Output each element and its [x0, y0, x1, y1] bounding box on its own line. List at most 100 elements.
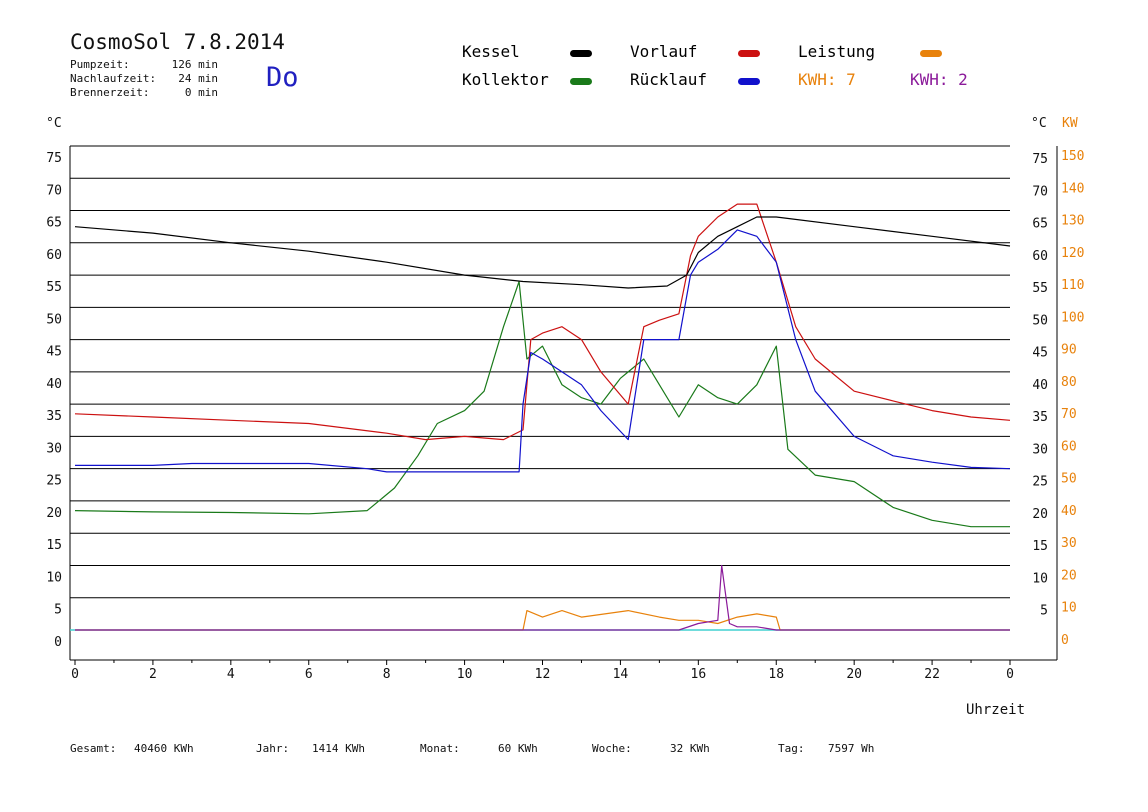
legend: Kessel Kollektor Vorlauf Rücklauf Leistu…: [0, 0, 1148, 100]
kw-tick-label: 30: [1061, 536, 1077, 551]
stat-value: 0 min: [184, 86, 218, 99]
x-tick-label: 20: [846, 667, 862, 682]
y-tick-label-left: 25: [46, 474, 62, 489]
kw-tick-label: 0: [1061, 633, 1069, 648]
kw-tick-label: 150: [1061, 149, 1084, 164]
kw-tick-label: 80: [1061, 375, 1077, 390]
legend-kwh-b: KWH: 2: [910, 70, 968, 89]
y-tick-label-left: 15: [46, 538, 62, 553]
stat-row: Nachlaufzeit: 24 min: [70, 72, 218, 86]
y-tick-label-right: 75: [1032, 152, 1048, 167]
y-tick-label-right: 10: [1032, 571, 1048, 586]
footer-value: 40460 KWh: [134, 742, 194, 755]
stat-value: 24 min: [178, 72, 218, 85]
y-tick-label-right: 20: [1032, 507, 1048, 522]
legend-kollektor-swatch: [570, 78, 592, 85]
footer-label: Gesamt:: [70, 742, 117, 755]
footer-value: 60 KWh: [498, 742, 538, 755]
y-tick-label-right: 30: [1032, 442, 1048, 457]
y-tick-label-left: 70: [46, 183, 62, 198]
y-tick-label-right: 65: [1032, 217, 1048, 232]
legend-kwh-a: KWH: 7: [798, 70, 856, 89]
stat-label: Nachlaufzeit:: [70, 72, 157, 85]
x-tick-label: 8: [383, 667, 391, 682]
kw-unit-right: KW: [1062, 116, 1078, 131]
x-tick-label: 0: [71, 667, 79, 682]
footer: Gesamt: 40460 KWh Jahr: 1414 KWh Monat: …: [0, 742, 1148, 760]
y-unit-left: °C: [46, 116, 62, 131]
y-tick-label-left: 5: [54, 603, 62, 618]
x-tick-label: 10: [457, 667, 473, 682]
y-tick-label-left: 20: [46, 506, 62, 521]
legend-leistung-swatch: [920, 50, 942, 57]
kw-tick-label: 40: [1061, 504, 1077, 519]
y-tick-label-left: 35: [46, 409, 62, 424]
legend-ruecklauf: Rücklauf: [630, 70, 708, 89]
x-tick-label: 12: [535, 667, 551, 682]
kw-tick-label: 120: [1061, 246, 1084, 261]
kw-tick-label: 60: [1061, 439, 1077, 454]
stat-value: 126 min: [171, 58, 218, 71]
stats-block: Pumpzeit: 126 min Nachlaufzeit: 24 min B…: [70, 58, 218, 100]
y-tick-label-left: 45: [46, 345, 62, 360]
series-line-vorlauf: [74, 203, 1011, 441]
stat-row: Pumpzeit: 126 min: [70, 58, 218, 72]
kw-tick-label: 10: [1061, 601, 1077, 616]
x-tick-label: 18: [768, 667, 784, 682]
y-tick-label-left: 0: [54, 635, 62, 650]
stat-label: Pumpzeit:: [70, 58, 130, 71]
y-tick-label-right: 60: [1032, 249, 1048, 264]
y-tick-label-left: 10: [46, 570, 62, 585]
y-unit-right: °C: [1031, 116, 1047, 131]
kw-tick-label: 20: [1061, 568, 1077, 583]
legend-vorlauf: Vorlauf: [630, 42, 698, 61]
footer-value: 32 KWh: [670, 742, 710, 755]
y-tick-label-left: 65: [46, 216, 62, 231]
kw-tick-label: 130: [1061, 214, 1084, 229]
stat-row: Brennerzeit: 0 min: [70, 86, 218, 100]
footer-label: Tag:: [778, 742, 805, 755]
y-tick-label-right: 70: [1032, 184, 1048, 199]
series-line-leistung: [75, 609, 1010, 631]
x-tick-label: 0: [1006, 667, 1014, 682]
footer-label: Jahr:: [256, 742, 290, 755]
legend-kessel: Kessel: [462, 42, 520, 61]
x-tick-label: 4: [227, 667, 235, 682]
y-tick-label-right: 55: [1032, 281, 1048, 296]
day-label: Do: [266, 62, 299, 93]
footer-label: Woche:: [592, 742, 632, 755]
kw-tick-label: 110: [1061, 278, 1084, 293]
kw-tick-label: 100: [1061, 310, 1084, 325]
y-tick-label-right: 5: [1040, 604, 1048, 619]
y-tick-label-left: 50: [46, 312, 62, 327]
y-tick-label-right: 25: [1032, 475, 1048, 490]
stat-label: Brennerzeit:: [70, 86, 150, 99]
x-tick-label: 6: [305, 667, 313, 682]
series-line-kessel: [74, 216, 1011, 289]
legend-vorlauf-swatch: [738, 50, 760, 57]
x-tick-label: 16: [691, 667, 707, 682]
legend-kessel-swatch: [570, 50, 592, 57]
x-tick-label: 14: [613, 667, 629, 682]
footer-label: Monat:: [420, 742, 460, 755]
kw-tick-label: 70: [1061, 407, 1077, 422]
series-line-r-cklauf: [75, 229, 1011, 473]
y-tick-label-left: 60: [46, 248, 62, 263]
y-tick-label-right: 40: [1032, 378, 1048, 393]
kw-tick-label: 140: [1061, 181, 1084, 196]
kw-tick-label: 90: [1061, 343, 1077, 358]
y-tick-label-left: 55: [46, 280, 62, 295]
y-tick-label-right: 35: [1032, 410, 1048, 425]
y-tick-label-right: 45: [1032, 346, 1048, 361]
chart-title: CosmoSol 7.8.2014: [70, 30, 285, 54]
x-tick-label: 2: [149, 667, 157, 682]
legend-leistung: Leistung: [798, 42, 876, 61]
series-line-kwh-2: [75, 564, 1010, 631]
legend-kollektor: Kollektor: [462, 70, 549, 89]
legend-ruecklauf-swatch: [738, 78, 760, 85]
y-tick-label-left: 40: [46, 377, 62, 392]
y-tick-label-left: 30: [46, 441, 62, 456]
y-tick-label-right: 15: [1032, 539, 1048, 554]
footer-value: 1414 KWh: [312, 742, 365, 755]
